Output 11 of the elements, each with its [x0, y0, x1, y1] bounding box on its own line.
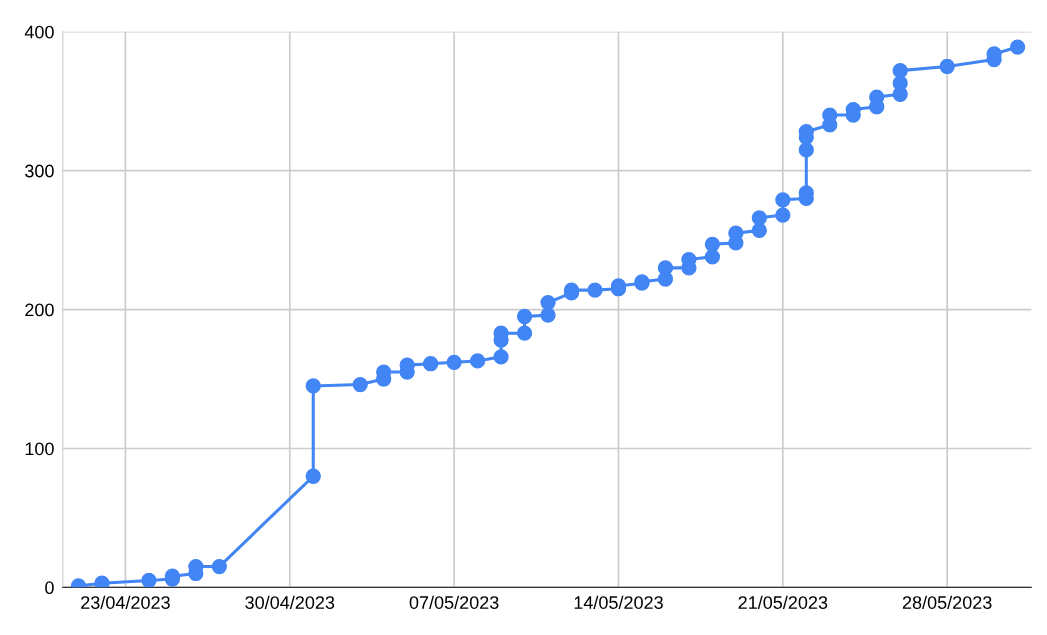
y-tick-label: 400 — [24, 25, 54, 39]
y-tick-label: 200 — [25, 303, 54, 317]
y-tick-label: 100 — [25, 442, 54, 456]
x-tick-label: 28/05/2023 — [902, 595, 992, 609]
x-tick-label: 30/04/2023 — [245, 595, 335, 609]
x-tick-label: 23/04/2023 — [81, 595, 170, 609]
y-tick-label: 300 — [25, 164, 54, 178]
x-tick-label: 14/05/2023 — [574, 595, 663, 609]
x-tick-label: 21/05/2023 — [738, 595, 828, 609]
y-tick-label: 0 — [45, 581, 54, 595]
x-tick-label: 07/05/2023 — [409, 595, 499, 609]
